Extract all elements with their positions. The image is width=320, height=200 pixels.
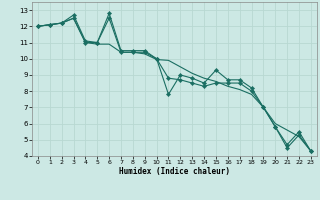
X-axis label: Humidex (Indice chaleur): Humidex (Indice chaleur) — [119, 167, 230, 176]
